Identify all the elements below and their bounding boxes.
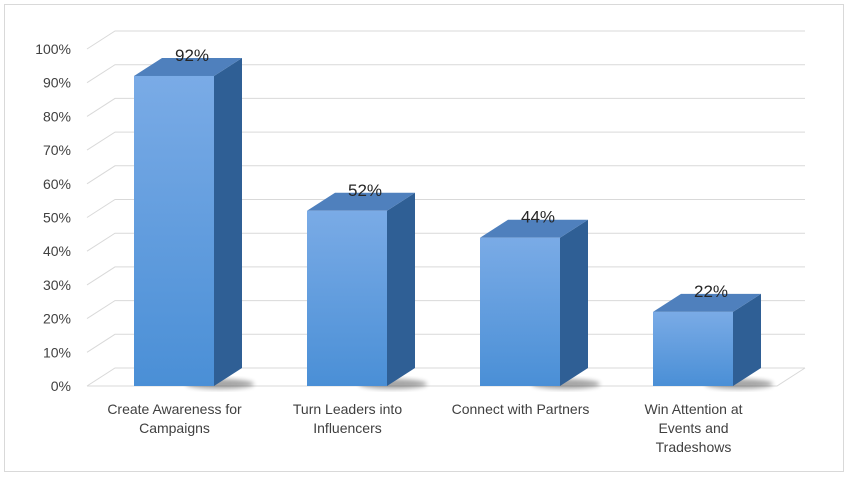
- y-tick-label: 40%: [43, 243, 71, 259]
- y-tick-label: 0%: [51, 378, 71, 394]
- category-label-line: Tradeshows: [656, 439, 732, 455]
- y-tick-label: 80%: [43, 108, 71, 124]
- category-label: Turn Leaders into Influencers: [293, 401, 402, 436]
- category-label: Connect with Partners: [452, 401, 590, 417]
- category-label-line: Influencers: [313, 420, 381, 436]
- category-label: Win Attention at Events and Tradeshows: [644, 401, 742, 455]
- gridline: [86, 97, 805, 117]
- category-label-line: Connect with Partners: [452, 401, 590, 417]
- y-tick-label: 100%: [35, 41, 71, 57]
- y-tick-label: 90%: [43, 75, 71, 91]
- bar: [480, 237, 560, 386]
- bar-side: [560, 219, 588, 386]
- bar: [134, 75, 214, 387]
- category-labels: Create Awareness for Campaigns Turn Leader…: [107, 401, 742, 455]
- data-label: 44%: [521, 208, 555, 227]
- data-labels: 92% 52% 44% 22%: [175, 46, 728, 301]
- bar-top: [134, 57, 242, 76]
- data-label: 52%: [348, 181, 382, 200]
- gridline: [86, 165, 805, 185]
- bar-top: [653, 293, 761, 312]
- bar-side: [387, 192, 415, 386]
- gridline: [86, 30, 805, 50]
- y-tick-label: 50%: [43, 210, 71, 226]
- gridline: [86, 199, 805, 218]
- data-label: 92%: [175, 46, 209, 65]
- bar-side: [214, 57, 242, 387]
- y-tick-label: 30%: [43, 277, 71, 293]
- data-label: 22%: [694, 282, 728, 301]
- bar-side: [733, 293, 761, 386]
- y-tick-label: 10%: [43, 344, 71, 360]
- category-label-line: Events and: [658, 420, 728, 436]
- y-tick-label: 60%: [43, 176, 71, 192]
- category-label: Create Awareness for Campaigns: [107, 401, 242, 436]
- gridline: [86, 131, 805, 151]
- bar-top: [480, 219, 588, 238]
- bar-top: [307, 192, 415, 211]
- category-label-line: Win Attention at: [644, 401, 742, 417]
- bars: [134, 57, 773, 389]
- category-label-line: Campaigns: [139, 420, 210, 436]
- gridline: [86, 64, 805, 84]
- y-tick-label: 20%: [43, 311, 71, 327]
- bar: [307, 210, 387, 386]
- category-label-line: Create Awareness for: [107, 401, 242, 417]
- category-label-line: Turn Leaders into: [293, 401, 402, 417]
- y-tick-label: 70%: [43, 142, 71, 158]
- bar: [653, 311, 733, 386]
- y-axis-ticks: 0% 10% 20% 30% 40% 50% 60% 70% 80% 90% 100%: [35, 41, 71, 394]
